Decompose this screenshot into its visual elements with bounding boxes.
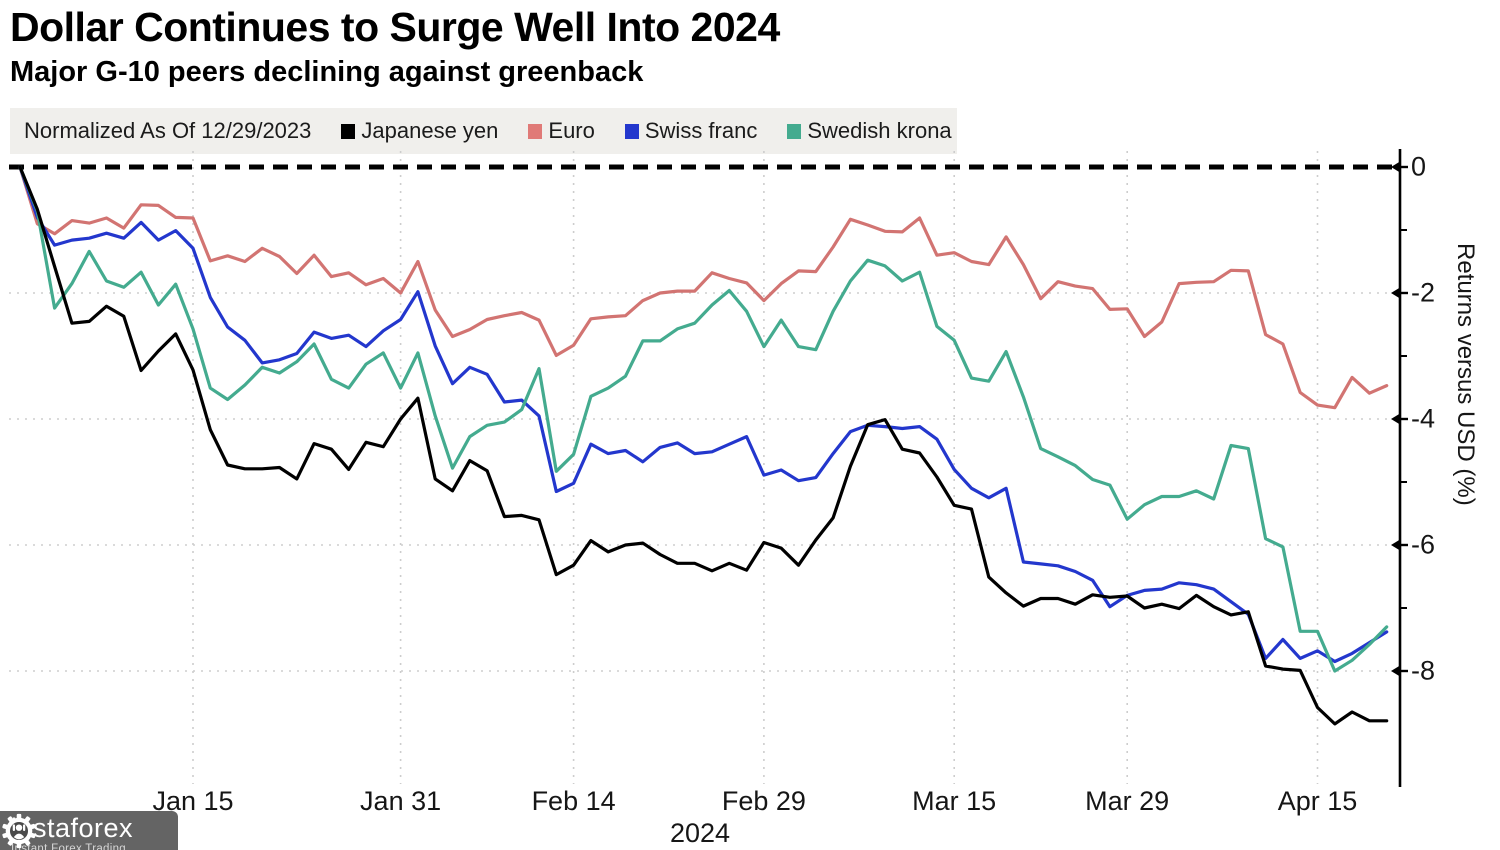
legend: Normalized As Of 12/29/2023 Japanese yen… [10, 108, 957, 154]
y-axis-label-0: 0 [1411, 151, 1427, 182]
series-line-swedish-krona [18, 165, 1389, 673]
series-line-swiss-franc [18, 165, 1389, 664]
series-line-euro [18, 165, 1389, 410]
x-axis-year-label: 2024 [669, 818, 731, 848]
watermark-tagline: Instant Forex Trading [11, 843, 126, 850]
legend-item-label: Swedish krona [807, 118, 952, 143]
y-axis-label--4: -4 [1411, 403, 1436, 434]
series-line-japanese-yen [18, 165, 1389, 726]
x-axis-label-jan-31: Jan 31 [360, 786, 442, 816]
legend-item-label: Swiss franc [644, 118, 758, 143]
page-subtitle: Major G-10 peers declining against green… [10, 56, 644, 88]
y-axis-label--8: -8 [1411, 655, 1436, 686]
x-axis-label-feb-14: Feb 14 [531, 786, 616, 816]
x-axis-label-apr-15: Apr 15 [1277, 786, 1358, 816]
y-tick-arrow [1391, 413, 1400, 425]
x-axis-label-mar-29: Mar 29 [1085, 786, 1170, 816]
legend-item-swedish-krona: Swedish krona [787, 118, 952, 144]
y-tick-arrow [1391, 287, 1400, 299]
legend-item-euro: Euro [528, 118, 595, 144]
y-tick-arrow [1391, 665, 1400, 677]
legend-item-japanese-yen: Japanese yen [341, 118, 498, 144]
legend-swatch [787, 123, 802, 139]
watermark-logo: instaforex Instant Forex Trading [0, 811, 178, 850]
x-axis-label-mar-15: Mar 15 [912, 786, 997, 816]
y-axis-title: Returns versus USD (%) [1452, 243, 1479, 506]
legend-item-swiss-franc: Swiss franc [624, 118, 758, 144]
legend-swatch [528, 123, 543, 139]
page-title: Dollar Continues to Surge Well Into 2024 [10, 4, 780, 50]
gear-person-icon [2, 813, 36, 849]
y-axis-label--6: -6 [1411, 529, 1436, 560]
legend-note: Normalized As Of 12/29/2023 [24, 118, 312, 143]
x-axis-label-feb-29: Feb 29 [721, 786, 806, 816]
x-axis-label-jan-15: Jan 15 [152, 786, 234, 816]
y-axis-label--2: -2 [1411, 277, 1436, 308]
y-tick-arrow [1391, 539, 1400, 551]
legend-item-label: Euro [548, 118, 595, 143]
legend-swatch [341, 123, 356, 139]
legend-item-label: Japanese yen [361, 118, 499, 143]
y-tick-arrow [1391, 161, 1400, 173]
legend-swatch [624, 123, 639, 139]
